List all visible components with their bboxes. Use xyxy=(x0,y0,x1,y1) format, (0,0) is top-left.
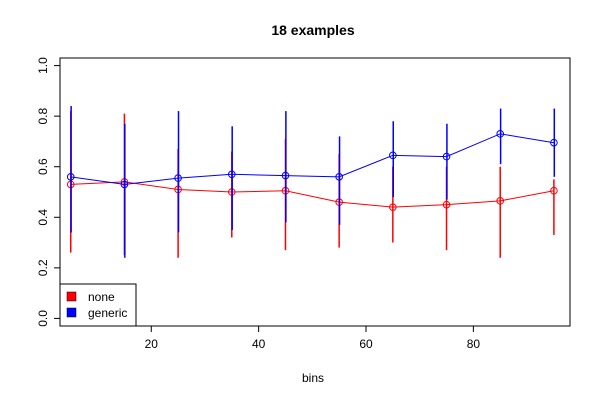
data-point xyxy=(335,173,343,181)
x-tick-label: 80 xyxy=(467,337,481,351)
y-tick-label: 0.6 xyxy=(36,158,50,175)
data-point xyxy=(281,171,290,180)
series-line xyxy=(70,181,554,208)
x-tick-label: 60 xyxy=(359,337,373,351)
series-generic xyxy=(66,106,558,258)
series-line xyxy=(70,133,554,185)
data-point xyxy=(389,151,397,160)
legend-swatch-none xyxy=(66,291,77,302)
x-tick-label: 20 xyxy=(145,337,159,351)
y-tick-label: 0.2 xyxy=(36,259,50,276)
y-axis: 0.0 0.2 0.4 0.6 0.8 1.0 xyxy=(36,57,60,327)
data-point xyxy=(227,170,236,179)
series-layer xyxy=(66,106,558,258)
y-tick-label: 0.0 xyxy=(36,310,50,327)
legend-label-none: none xyxy=(88,290,115,304)
x-tick-label: 40 xyxy=(252,337,266,351)
chart-title: 18 examples xyxy=(271,22,354,38)
legend: none generic xyxy=(59,283,137,327)
legend-label-generic: generic xyxy=(88,306,127,320)
legend-swatch-generic xyxy=(66,307,77,318)
data-point xyxy=(550,138,558,147)
y-tick-label: 0.8 xyxy=(36,107,50,124)
data-point xyxy=(442,200,451,209)
series-none xyxy=(66,111,558,258)
data-point xyxy=(550,186,558,195)
plot-frame xyxy=(59,57,571,327)
data-point xyxy=(120,180,129,189)
data-point xyxy=(66,173,75,181)
legend-box xyxy=(59,283,137,327)
data-point xyxy=(496,197,505,205)
data-point xyxy=(389,203,397,211)
data-point xyxy=(174,174,182,182)
x-axis-label: bins xyxy=(302,371,324,385)
x-axis: 20 40 60 80 xyxy=(145,326,481,351)
data-point xyxy=(442,152,451,161)
data-point xyxy=(496,130,505,138)
y-tick-label: 0.4 xyxy=(36,209,50,226)
y-tick-label: 1.0 xyxy=(36,57,50,74)
